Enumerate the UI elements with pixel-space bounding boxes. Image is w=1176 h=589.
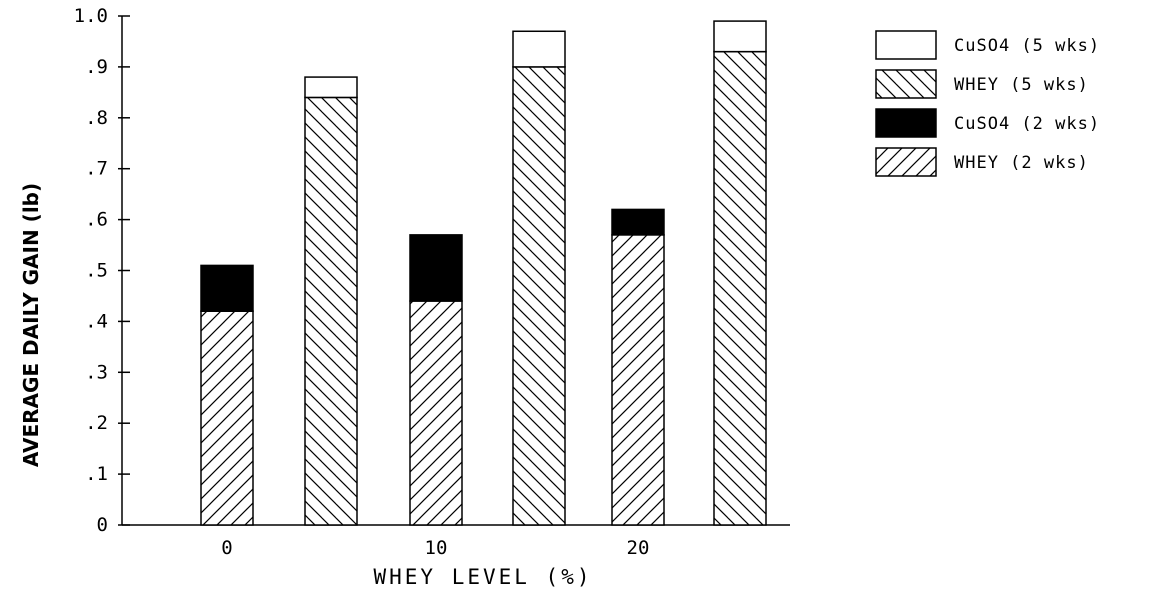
y-tick-label: .9: [85, 56, 108, 78]
bar-cuso4-0-2wks: [200, 264, 254, 312]
x-tick-label: 10: [425, 537, 448, 559]
legend-label: WHEY (5 wks): [954, 75, 1089, 95]
y-tick-label: .7: [85, 158, 108, 180]
bar-whey-0-5wks: [304, 96, 358, 526]
legend: CuSO4 (5 wks) WHEY (5 wks) CuSO4 (2 wks) WH…: [875, 30, 1100, 177]
bar-whey-0-2wks: [200, 310, 254, 526]
bars: [200, 20, 767, 526]
y-tick-label: .3: [85, 361, 108, 383]
x-axis-title: WHEY LEVEL (%): [373, 565, 592, 589]
legend-swatch: [875, 69, 937, 99]
y-tick-label: 0: [97, 514, 108, 536]
y-tick-label: .5: [85, 260, 108, 282]
legend-label: CuSO4 (2 wks): [954, 114, 1100, 134]
bar-cuso4-20-2wks: [611, 208, 665, 236]
y-tick-label: .4: [85, 310, 108, 332]
legend-swatch: [875, 108, 937, 138]
y-tick-label: 1.0: [74, 5, 108, 27]
x-axis: 0 10 20: [122, 524, 790, 559]
bar-whey-10-5wks: [512, 66, 566, 526]
y-tick-label: .8: [85, 107, 108, 129]
bar-cuso4-10-5wks: [512, 30, 566, 68]
x-tick-label: 0: [221, 537, 232, 559]
bar-cuso4-0-5wks: [304, 76, 358, 99]
y-tick-label: .1: [85, 463, 108, 485]
bar-cuso4-20-5wks: [713, 20, 767, 53]
y-tick-label: .6: [85, 209, 108, 231]
y-tick-label: .2: [85, 412, 108, 434]
legend-label: CuSO4 (5 wks): [954, 36, 1100, 56]
y-axis: 0 .1 .2 .3 .4 .5 .6 .7 .8 .9 1.0: [74, 5, 130, 536]
legend-swatch: [875, 30, 937, 60]
x-tick-label: 20: [627, 537, 650, 559]
bar-whey-20-2wks: [611, 234, 665, 526]
legend-label: WHEY (2 wks): [954, 153, 1089, 173]
bar-whey-10-2wks: [409, 300, 463, 526]
y-axis-title: AVERAGE DAILY GAIN (lb): [19, 183, 43, 467]
legend-swatch: [875, 147, 937, 177]
bar-cuso4-10-2wks: [409, 234, 463, 302]
bar-whey-20-5wks: [713, 50, 767, 526]
